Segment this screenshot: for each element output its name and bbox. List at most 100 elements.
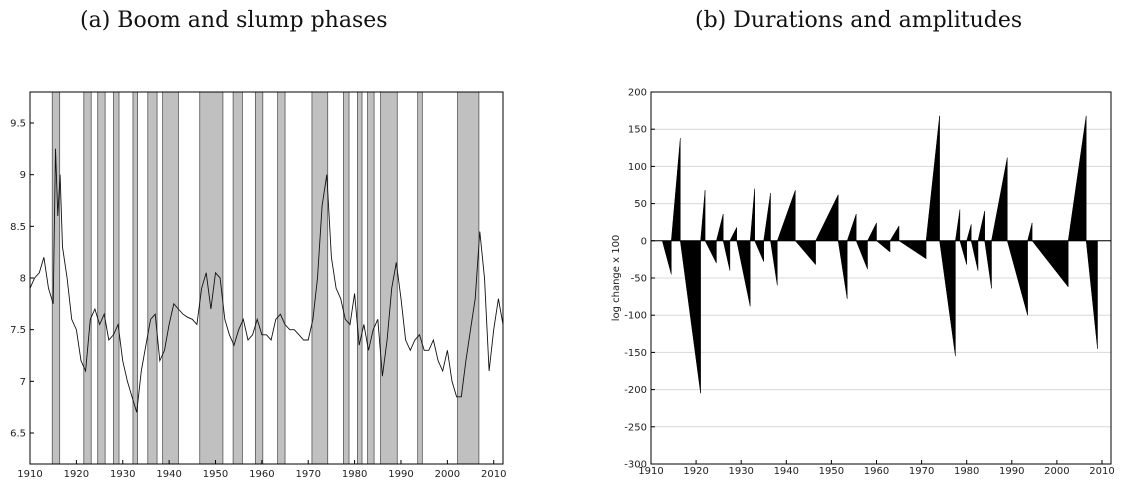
- slump-triangle-12: [770, 240, 778, 286]
- y-tick-label-100: 100: [628, 162, 647, 173]
- boom-triangle-7: [729, 227, 737, 242]
- x-tick-label-2000: 2000: [1044, 466, 1069, 477]
- y-tick-label-9: 9: [20, 170, 26, 181]
- x-tick-label-1910: 1910: [17, 469, 42, 480]
- y-tick-label--200: -200: [624, 385, 647, 396]
- y-tick-label-50: 50: [634, 199, 647, 210]
- panel-b-title: (b) Durations and amplitudes: [695, 8, 1023, 33]
- x-tick-label-1950: 1950: [203, 469, 228, 480]
- x-tick-label-1970: 1970: [909, 466, 934, 477]
- plot-frame-a: [29, 91, 504, 465]
- x-tick-label-1980: 1980: [342, 469, 367, 480]
- y-tick-label--150: -150: [624, 348, 647, 359]
- slump-triangle-6: [722, 240, 731, 271]
- slump-triangle-20: [875, 240, 891, 253]
- slump-triangle-4: [704, 240, 717, 264]
- phase-band-15: [380, 91, 398, 465]
- slump-triangle-14: [794, 240, 816, 266]
- slump-triangle-36: [1085, 240, 1098, 349]
- boom-triangle-11: [763, 193, 771, 242]
- phase-band-6: [162, 91, 179, 465]
- plot-frame-b: [650, 91, 1112, 465]
- x-tick-label-1960: 1960: [864, 466, 889, 477]
- x-tick-label-1980: 1980: [954, 466, 979, 477]
- slump-triangle-8: [736, 240, 751, 307]
- phase-band-11: [311, 91, 329, 465]
- phase-band-7: [199, 91, 224, 465]
- y-tick-label--250: -250: [624, 422, 647, 433]
- series-line: [29, 148, 504, 413]
- y-tick-label-0: 0: [641, 236, 647, 247]
- panel-a-title: (a) Boom and slump phases: [80, 8, 388, 33]
- phase-band-4: [132, 91, 138, 465]
- x-tick-label-2010: 2010: [481, 469, 506, 480]
- boom-triangle-5: [716, 213, 724, 242]
- y-tick-label-9.5: 9.5: [10, 119, 26, 130]
- phase-band-5: [147, 91, 158, 465]
- phase-band-13: [356, 91, 363, 465]
- phase-band-3: [113, 91, 120, 465]
- phase-band-1: [83, 91, 92, 465]
- slump-triangle-0: [661, 240, 672, 275]
- phase-band-9: [254, 91, 264, 465]
- boom-triangle-29: [977, 210, 985, 242]
- slump-triangle-28: [970, 240, 979, 271]
- boom-triangle-1: [671, 138, 681, 242]
- x-tick-label-1960: 1960: [249, 469, 274, 480]
- boom-triangle-3: [700, 190, 706, 242]
- phase-band-14: [367, 91, 375, 465]
- phase-band-8: [232, 91, 243, 465]
- boom-triangle-19: [867, 222, 877, 242]
- boom-triangle-31: [991, 157, 1008, 242]
- boom-triangle-15: [815, 194, 839, 242]
- y-tick-label--300: -300: [624, 460, 647, 471]
- y-tick-label--100: -100: [624, 311, 647, 322]
- x-tick-label-1990: 1990: [999, 466, 1024, 477]
- slump-triangle-22: [898, 240, 927, 260]
- x-tick-label-2000: 2000: [435, 469, 460, 480]
- slump-triangle-10: [754, 240, 764, 262]
- y-tick-label--50: -50: [631, 274, 647, 285]
- slump-triangle-26: [959, 240, 967, 265]
- x-tick-label-1930: 1930: [110, 469, 135, 480]
- x-tick-label-1990: 1990: [388, 469, 413, 480]
- x-tick-label-1940: 1940: [774, 466, 799, 477]
- y-tick-label-7.5: 7.5: [10, 325, 26, 336]
- slump-triangle-16: [837, 240, 848, 299]
- phase-band-17: [457, 91, 480, 465]
- y-tick-label-7: 7: [20, 377, 26, 388]
- boom-triangle-25: [955, 209, 961, 242]
- y-tick-label-8.5: 8.5: [10, 222, 26, 233]
- phase-band-0: [51, 91, 61, 465]
- slump-triangle-32: [1006, 240, 1028, 316]
- y-tick-label-150: 150: [628, 125, 647, 136]
- y-tick-label-6.5: 6.5: [10, 429, 26, 440]
- boom-triangle-33: [1027, 222, 1033, 242]
- phase-band-16: [417, 91, 423, 465]
- y-tick-label-8: 8: [20, 274, 26, 285]
- x-tick-label-1950: 1950: [819, 466, 844, 477]
- phase-band-12: [343, 91, 350, 465]
- y-tick-label-200: 200: [628, 88, 647, 99]
- x-tick-label-1940: 1940: [156, 469, 181, 480]
- slump-triangle-34: [1031, 240, 1069, 288]
- boom-triangle-21: [889, 225, 900, 242]
- x-tick-label-1970: 1970: [296, 469, 321, 480]
- slump-triangle-24: [939, 240, 956, 357]
- slump-triangle-30: [984, 240, 992, 289]
- y-axis-label: log change x 100: [611, 235, 622, 322]
- x-tick-label-2010: 2010: [1089, 466, 1114, 477]
- boom-triangle-9: [749, 188, 755, 242]
- x-tick-label-1930: 1930: [728, 466, 753, 477]
- x-tick-label-1920: 1920: [683, 466, 708, 477]
- slump-triangle-2: [680, 240, 701, 394]
- boom-triangle-17: [846, 213, 857, 242]
- phase-band-2: [97, 91, 106, 465]
- boom-triangle-35: [1067, 115, 1087, 242]
- boom-triangle-23: [925, 115, 940, 242]
- x-tick-label-1910: 1910: [638, 466, 663, 477]
- phase-band-10: [277, 91, 286, 465]
- x-tick-label-1920: 1920: [64, 469, 89, 480]
